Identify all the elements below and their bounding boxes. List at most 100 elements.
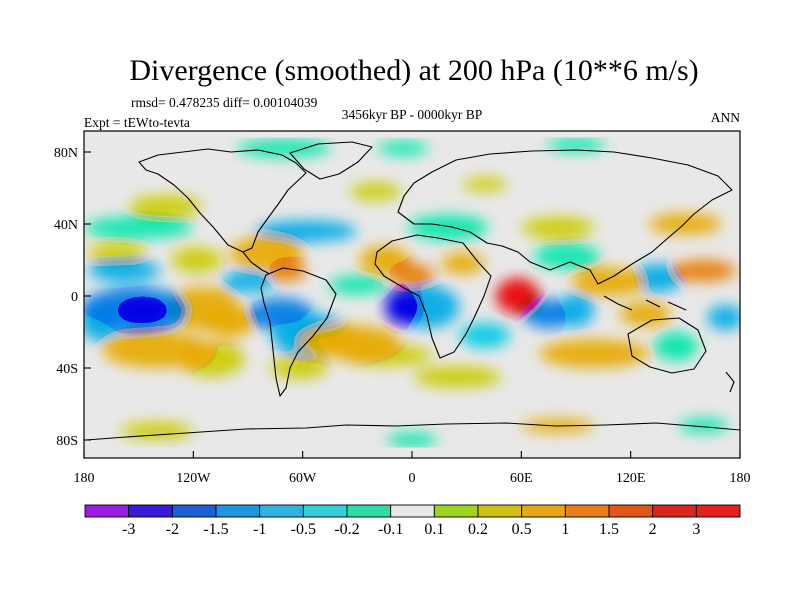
africa-coast [374,234,492,359]
x-tick-label: 0 [409,471,416,486]
y-axis: 80N 40N 0 40S 80S [54,146,91,449]
field-anomaly [572,267,646,296]
chart-title: Divergence (smoothed) at 200 hPa (10**6 … [129,54,698,87]
colorbar-label: 0.5 [512,521,532,538]
field-anomaly [255,220,358,242]
map-frame [83,130,741,459]
colorbar-box [259,504,304,518]
field-anomaly [384,288,422,325]
field-anomaly [102,332,212,368]
new-zealand-coast [725,371,735,393]
colorbar-box [695,504,741,518]
colorbar-label: -2 [166,521,179,538]
colorbar-box [564,504,610,518]
colorbar-box [521,504,566,518]
field-anomaly [328,276,387,295]
field-anomaly [408,215,489,241]
colorbar-box [433,504,479,518]
field-anomaly [129,195,203,217]
y-tick-label: 40S [56,362,78,377]
colorbar-box [128,504,173,518]
map-panel: 180 120W 60W 0 60E 120E 180 80N 40N 0 40S 80S [54,130,751,486]
field-anomaly [670,260,737,282]
period-text: 3456kyr BP - 0000kyr BP [342,107,483,122]
colorbar-box [346,504,392,518]
field-anomaly [534,243,600,269]
field-anomaly [269,357,329,379]
field-anomaly [171,247,223,273]
colorbar-label: -3 [122,521,135,538]
divergence-field [84,137,740,448]
field-anomaly [546,137,606,152]
australia-coast [627,317,707,374]
field-anomaly [377,141,429,156]
greenland-coast [289,141,373,180]
field-anomaly [115,297,170,323]
field-anomaly [247,297,314,331]
y-tick-label: 0 [71,290,78,305]
experiment-text: Expt = tEWto-tevta [84,115,190,130]
field-anomaly [463,177,507,192]
y-tick-label: 80N [54,146,78,161]
x-tick-label: 180 [730,471,751,486]
field-anomaly [678,418,730,433]
stats-text: rmsd= 0.478235 diff= 0.00104039 [131,95,318,110]
colorbar-label: 0.2 [468,521,488,538]
colorbar-label: -0.5 [291,521,316,538]
field-anomaly [495,278,540,314]
field-anomaly [648,213,722,235]
field-anomaly [350,182,402,201]
colorbar-label: -0.2 [334,521,359,538]
field-anomaly [84,216,194,239]
field-anomaly [619,301,671,327]
field-anomaly [707,305,740,331]
field-anomaly [269,260,307,282]
colorbar-box [652,504,697,518]
antarctica-coast [85,422,740,441]
field-anomaly [297,324,400,358]
field-anomaly [521,216,595,239]
colorbar: -3 -2 -1.5 -1 -0.5 -0.2 -0.1 0.1 0.2 0.5 1 1.5 2 3 [84,504,741,538]
colorbar-box [84,504,130,518]
colorbar-box [390,504,435,518]
field-anomaly [523,299,575,329]
y-tick-label: 40N [54,218,78,233]
coastlines [85,141,740,441]
colorbar-box [171,504,217,518]
field-anomaly [390,263,434,286]
field-anomaly [386,432,438,448]
x-tick-label: 60W [289,471,317,486]
field-anomaly [413,366,502,388]
colorbar-box [608,504,654,518]
colorbar-label: 3 [692,521,700,538]
central-america-coast [242,251,271,275]
south-america-coast [260,267,337,397]
colorbar-label: -0.1 [378,521,403,538]
x-tick-label: 180 [74,471,95,486]
field-anomaly [87,243,146,262]
indonesia-coast [603,295,687,311]
field-anomaly [632,263,684,293]
x-tick-label: 120W [176,471,211,486]
season-text: ANN [711,110,740,125]
colorbar-box [215,504,261,518]
colorbar-label: 0.1 [424,521,444,538]
colorbar-label: -1.5 [203,521,228,538]
field-anomaly [539,339,649,368]
eurasia-coast [397,149,733,285]
field-anomaly [87,260,161,282]
field-anomaly [654,332,699,361]
colorbar-label: 1.5 [599,521,619,538]
field-anomaly [222,270,274,293]
field-anomaly [204,305,256,338]
colorbar-label: -1 [253,521,266,538]
y-tick-label: 80S [56,434,78,449]
x-axis: 180 120W 60W 0 60E 120E 180 [74,451,751,486]
colorbar-label: 2 [649,521,657,538]
colorbar-box [477,504,523,518]
colorbar-box [302,504,348,518]
x-tick-label: 120E [616,471,646,486]
field-anomaly [237,139,332,158]
field-anomaly [459,323,511,349]
field-anomaly [441,252,485,275]
